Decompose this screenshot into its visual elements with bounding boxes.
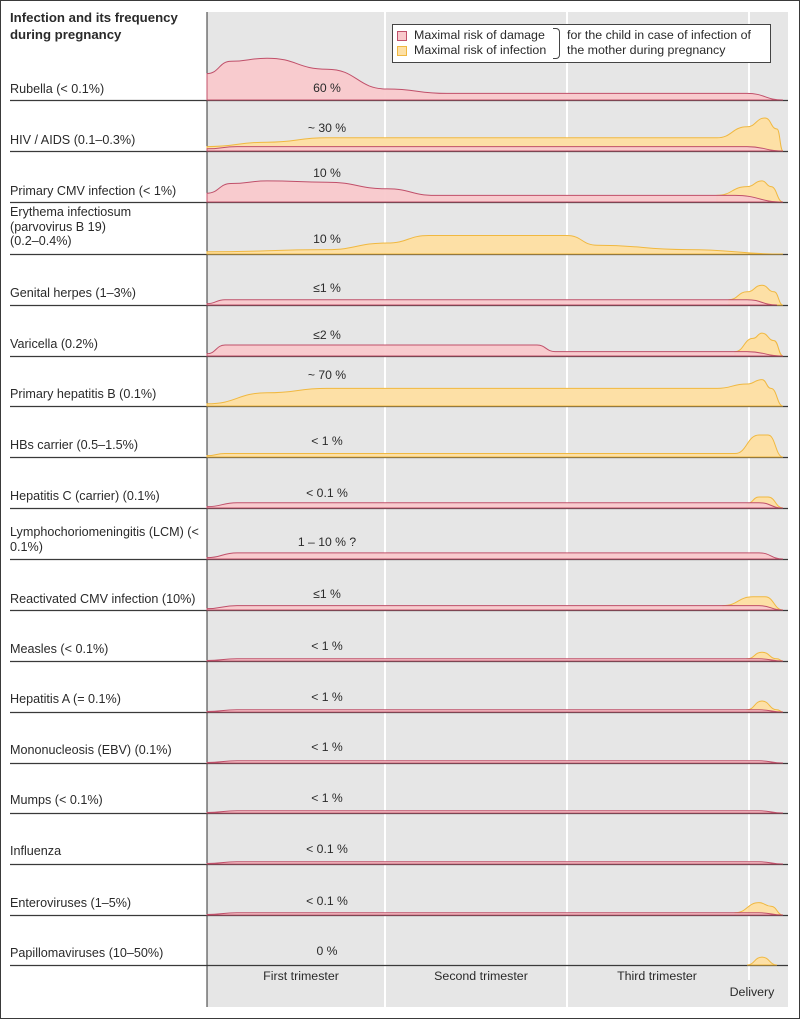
row-value-label: < 1 %: [311, 639, 343, 653]
legend: Maximal risk of damage Maximal risk of i…: [392, 24, 771, 63]
row-value-label: < 0.1 %: [306, 486, 348, 500]
row-value-label: 60 %: [313, 81, 341, 95]
damage-area: [206, 810, 784, 814]
row-label: Mononucleosis (EBV) (0.1%): [10, 743, 172, 757]
infection-area: [746, 956, 778, 966]
row-value-label: ≤2 %: [313, 328, 341, 342]
damage-swatch-icon: [397, 30, 407, 41]
row-value-label: 0 %: [316, 944, 338, 958]
x-label-delivery: Delivery: [729, 985, 775, 999]
legend-note-line2: the mother during pregnancy: [567, 43, 726, 57]
row-value-label: 1 – 10 % ?: [297, 535, 357, 549]
row-value-label: ~ 70 %: [307, 368, 347, 382]
infection-area: [734, 902, 784, 916]
infection-area: [206, 235, 784, 255]
row-label: Primary hepatitis B (0.1%): [10, 387, 157, 401]
infection-area: [206, 117, 784, 152]
legend-item-infection: Maximal risk of infection: [397, 43, 546, 58]
row-label: Varicella (0.2%): [10, 337, 98, 351]
damage-area: [206, 760, 784, 764]
row-value-label: ≤1 %: [313, 587, 341, 601]
row-value-label: < 1 %: [311, 791, 343, 805]
infection-swatch-icon: [397, 45, 407, 56]
legend-item-damage: Maximal risk of damage: [397, 28, 545, 43]
row-label: HBs carrier (0.5–1.5%): [10, 438, 139, 452]
damage-area: [206, 912, 784, 916]
damage-area: [206, 861, 784, 865]
row-label: Rubella (< 0.1%): [10, 82, 105, 96]
damage-area: [206, 344, 784, 357]
row-label: Hepatitis A (= 0.1%): [10, 692, 121, 706]
infection-area: [206, 379, 784, 407]
x-label-third-trimester: Third trimester: [617, 969, 697, 983]
row-value-label: ≤1 %: [313, 281, 341, 295]
row-label: Mumps (< 0.1%): [10, 793, 103, 807]
damage-area: [206, 658, 784, 662]
row-label: Genital herpes (1–3%): [10, 286, 137, 300]
row-label: Reactivated CMV infection (10%): [10, 592, 196, 606]
infection-area: [206, 434, 784, 458]
damage-area: [206, 146, 784, 152]
damage-area: [206, 502, 784, 509]
chart-title: Infection and its frequency during pregn…: [10, 10, 178, 42]
row-value-label: 10 %: [313, 166, 341, 180]
row-value-label: ~ 30 %: [307, 121, 347, 135]
plot-background: [207, 12, 788, 1007]
row-label: Enteroviruses (1–5%): [10, 896, 132, 910]
row-label: Primary CMV infection (< 1%): [10, 184, 177, 198]
infection-area: [746, 700, 784, 713]
row-value-label: 10 %: [313, 232, 341, 246]
row-label: Erythema infectiosum (parvovirus B 19) (…: [10, 205, 132, 248]
row-label: Papillomaviruses (10–50%): [10, 946, 164, 960]
row-value-label: < 1 %: [311, 740, 343, 754]
row-label: Measles (< 0.1%): [10, 642, 109, 656]
x-label-second-trimester: Second trimester: [434, 969, 528, 983]
row-label: Lymphochoriomeningitis (LCM) (< 0.1%): [10, 525, 199, 554]
legend-infection-label: Maximal risk of infection: [414, 43, 547, 57]
brace-icon: [553, 28, 560, 59]
damage-area: [206, 180, 784, 203]
row-label: HIV / AIDS (0.1–0.3%): [10, 133, 136, 147]
infection-area: [734, 332, 784, 357]
legend-note-line1: for the child in case of infection of: [567, 28, 751, 42]
damage-area: [206, 299, 778, 306]
row-label: Hepatitis C (carrier) (0.1%): [10, 489, 160, 503]
row-label: Influenza: [10, 844, 62, 858]
damage-area: [206, 552, 784, 560]
row-value-label: < 1 %: [311, 690, 343, 704]
row-value-label: < 1 %: [311, 434, 343, 448]
row-value-label: < 0.1 %: [306, 894, 348, 908]
legend-damage-label: Maximal risk of damage: [414, 28, 545, 42]
legend-note: for the child in case of infection of th…: [567, 28, 751, 58]
damage-area: [206, 605, 784, 611]
x-label-first-trimester: First trimester: [263, 969, 339, 983]
damage-area: [206, 57, 784, 101]
damage-area: [206, 709, 784, 713]
row-value-label: < 0.1 %: [306, 842, 348, 856]
